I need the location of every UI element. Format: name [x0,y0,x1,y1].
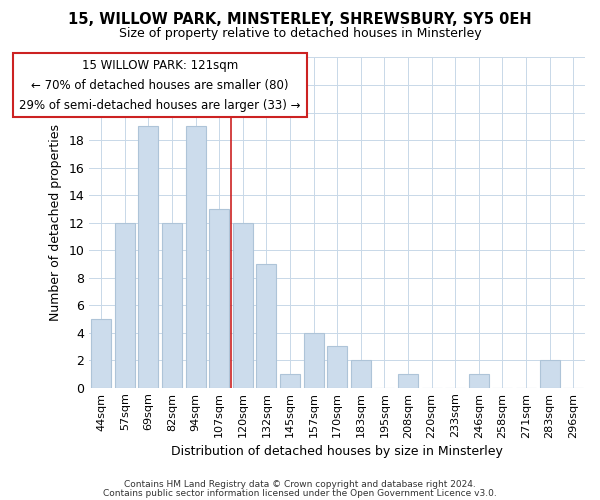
Bar [304,332,323,388]
Bar [280,374,300,388]
Bar [351,360,371,388]
Text: Size of property relative to detached houses in Minsterley: Size of property relative to detached ho… [119,28,481,40]
Bar [327,346,347,388]
Bar [398,374,418,388]
Text: Contains public sector information licensed under the Open Government Licence v3: Contains public sector information licen… [103,488,497,498]
Bar [138,126,158,388]
Bar [209,209,229,388]
Bar [115,222,135,388]
Bar [469,374,489,388]
Text: 15 WILLOW PARK: 121sqm
← 70% of detached houses are smaller (80)
29% of semi-det: 15 WILLOW PARK: 121sqm ← 70% of detached… [19,58,301,112]
Bar [162,222,182,388]
Y-axis label: Number of detached properties: Number of detached properties [49,124,62,321]
Bar [185,126,206,388]
Bar [233,222,253,388]
Text: 15, WILLOW PARK, MINSTERLEY, SHREWSBURY, SY5 0EH: 15, WILLOW PARK, MINSTERLEY, SHREWSBURY,… [68,12,532,28]
X-axis label: Distribution of detached houses by size in Minsterley: Distribution of detached houses by size … [171,444,503,458]
Text: Contains HM Land Registry data © Crown copyright and database right 2024.: Contains HM Land Registry data © Crown c… [124,480,476,489]
Bar [256,264,277,388]
Bar [91,319,111,388]
Bar [539,360,560,388]
